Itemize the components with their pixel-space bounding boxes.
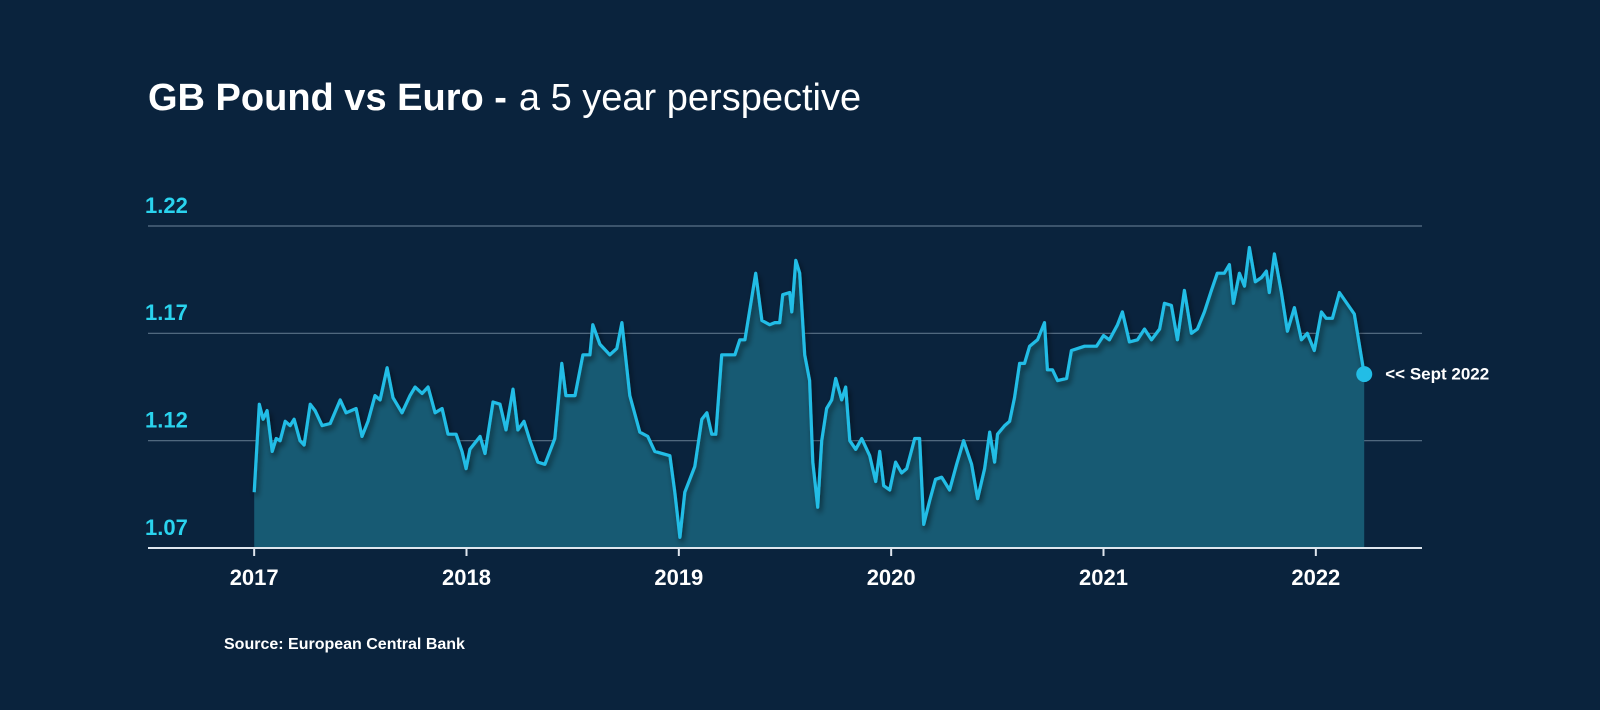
annotation: << Sept 2022 xyxy=(1385,365,1489,384)
chart-subtitle: a 5 year perspective xyxy=(519,77,861,119)
y-tick-label: 1.07 xyxy=(145,515,188,540)
x-tick-label: 2020 xyxy=(867,565,916,590)
y-tick-label: 1.17 xyxy=(145,300,188,325)
y-tick-label: 1.22 xyxy=(145,193,188,218)
x-tick-label: 2021 xyxy=(1079,565,1128,590)
end-point xyxy=(1356,366,1373,383)
source-note: Source: European Central Bank xyxy=(224,636,465,653)
y-tick-label: 1.12 xyxy=(145,407,188,432)
x-tick-label: 2017 xyxy=(230,565,279,590)
line xyxy=(252,245,1366,539)
x-tick-label: 2019 xyxy=(654,565,703,590)
x-tick-label: 2022 xyxy=(1291,565,1340,590)
chart-title: GB Pound vs Euro - xyxy=(148,77,507,119)
x-tick-label: 2018 xyxy=(442,565,491,590)
plot-area: 1.07 1.12 1.17 1.22 2017 2018 2019 2020 2021 2022… xyxy=(145,193,1489,590)
